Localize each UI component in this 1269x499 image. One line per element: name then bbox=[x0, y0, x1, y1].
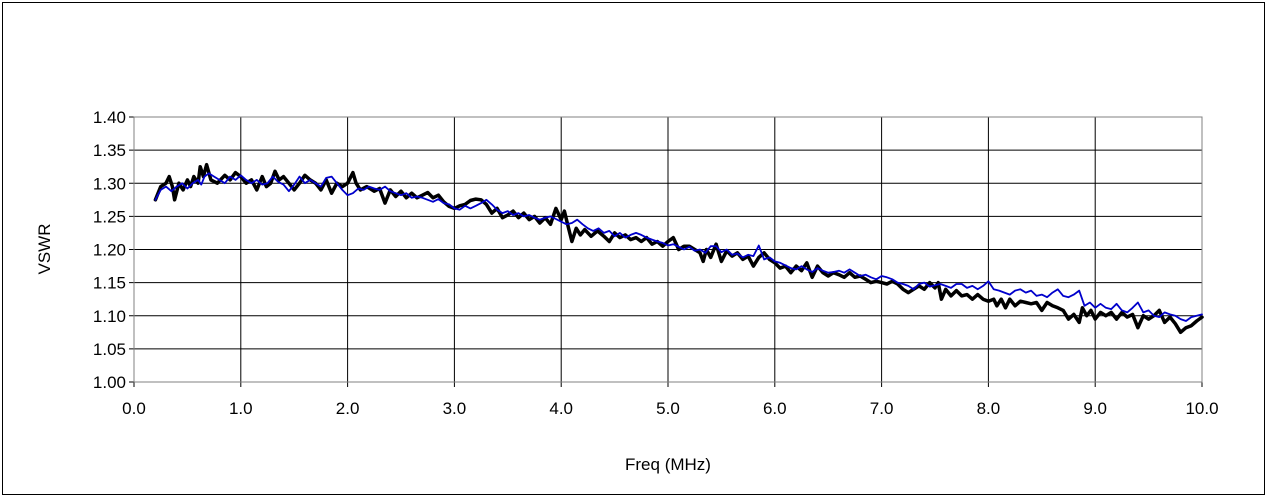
y-tick-label: 1.30 bbox=[93, 174, 126, 193]
x-tick-label: 5.0 bbox=[656, 399, 680, 418]
x-tick-label: 4.0 bbox=[549, 399, 573, 418]
y-tick-label: 1.10 bbox=[93, 307, 126, 326]
x-tick-label: 10.0 bbox=[1185, 399, 1218, 418]
y-tick-label: 1.40 bbox=[93, 108, 126, 127]
y-tick-labels: 1.00 1.05 1.10 1.15 1.20 1.25 1.30 1.35 1.40 bbox=[93, 108, 126, 392]
series-group bbox=[153, 162, 1204, 335]
y-tick-label: 1.35 bbox=[93, 141, 126, 160]
y-tick-label: 1.25 bbox=[93, 207, 126, 226]
y-tick-label: 1.15 bbox=[93, 274, 126, 293]
y-tick-label: 1.05 bbox=[93, 340, 126, 359]
x-tick-label: 6.0 bbox=[763, 399, 787, 418]
y-axis-label: VSWR bbox=[35, 224, 54, 275]
plot-border bbox=[133, 116, 1203, 383]
y-tick-label: 1.00 bbox=[93, 373, 126, 392]
x-tick-label: 8.0 bbox=[977, 399, 1001, 418]
x-tick-label: 3.0 bbox=[443, 399, 467, 418]
x-axis-label: Freq (MHz) bbox=[625, 455, 711, 474]
x-tick-label: 7.0 bbox=[870, 399, 894, 418]
x-tick-labels: 0.0 1.0 2.0 3.0 4.0 5.0 6.0 7.0 8.0 9.0 10.0 bbox=[122, 399, 1218, 418]
x-tick-label: 9.0 bbox=[1083, 399, 1107, 418]
x-tick-label: 1.0 bbox=[229, 399, 253, 418]
series-blue-line bbox=[154, 172, 1203, 322]
y-tick-label: 1.20 bbox=[93, 241, 126, 260]
x-tick-label: 0.0 bbox=[122, 399, 146, 418]
x-tick-label: 2.0 bbox=[336, 399, 360, 418]
